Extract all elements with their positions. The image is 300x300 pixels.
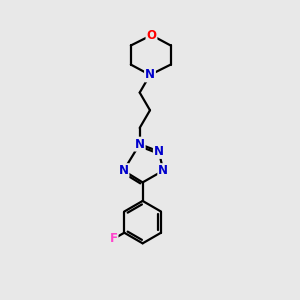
Text: N: N <box>158 164 168 177</box>
Text: F: F <box>110 232 118 245</box>
Text: N: N <box>154 145 164 158</box>
Text: N: N <box>118 164 128 177</box>
Text: O: O <box>146 29 157 42</box>
Text: N: N <box>145 68 155 81</box>
Text: N: N <box>135 138 145 151</box>
